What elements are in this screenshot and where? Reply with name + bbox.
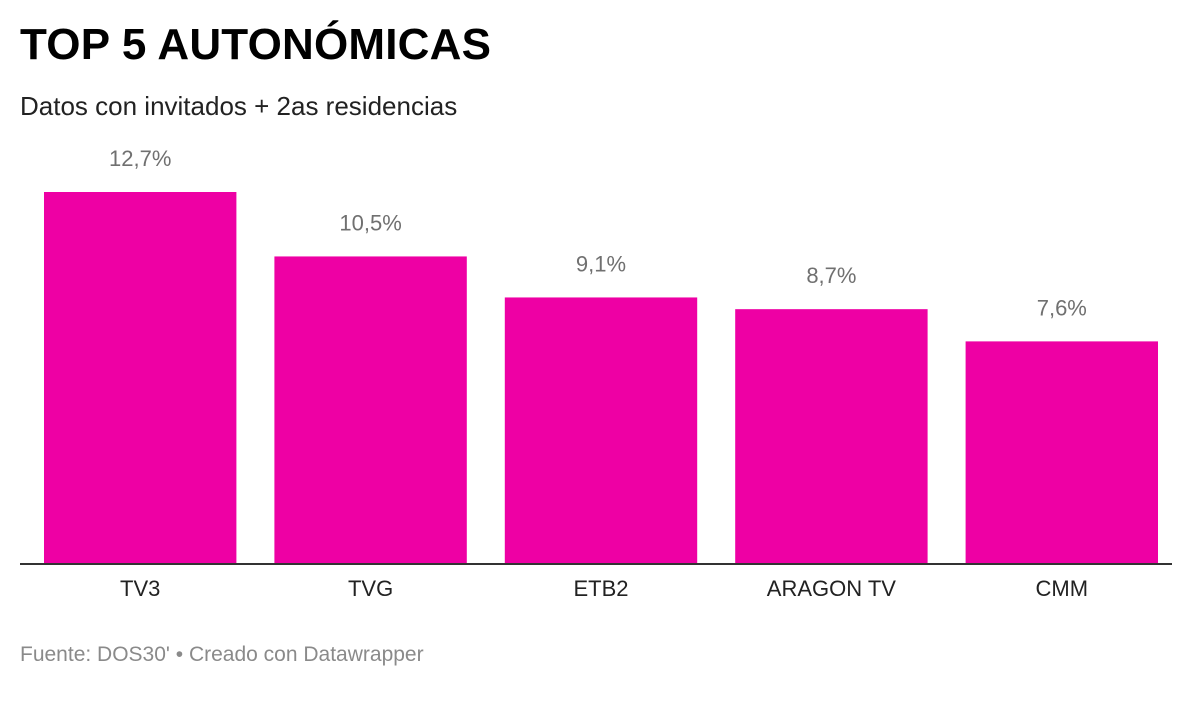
category-label-cmm: CMM <box>1036 576 1089 601</box>
bar-cmm[interactable] <box>965 341 1158 564</box>
chart-title: TOP 5 AUTONÓMICAS <box>20 20 492 69</box>
value-label-etb2: 9,1% <box>576 251 626 276</box>
category-labels-group: TV3 TVG ETB2 ARAGON TV CMM <box>120 576 1088 601</box>
footer: Fuente: DOS30' • Creado con Datawrapper <box>20 642 424 668</box>
category-label-tv3: TV3 <box>120 576 160 601</box>
bar-etb2[interactable] <box>504 297 698 564</box>
category-label-etb2: ETB2 <box>573 576 628 601</box>
value-label-aragon-tv: 8,7% <box>806 263 856 288</box>
bar-tvg[interactable] <box>274 256 467 564</box>
value-label-tvg: 10,5% <box>339 210 401 235</box>
category-label-aragon-tv: ARAGON TV <box>767 576 897 601</box>
chart-subtitle: Datos con invitados + 2as residencias <box>20 91 458 121</box>
source-note: Fuente: DOS30' <box>20 643 170 666</box>
bar-tv3[interactable] <box>44 192 237 564</box>
value-label-cmm: 7,6% <box>1037 295 1087 320</box>
value-label-tv3: 12,7% <box>109 146 171 171</box>
bar-aragon-tv[interactable] <box>735 309 928 564</box>
credit-link[interactable]: Creado con Datawrapper <box>188 643 424 666</box>
category-label-tvg: TVG <box>348 576 393 601</box>
footer-separator: • <box>169 643 189 666</box>
bars-group <box>44 192 1158 564</box>
value-labels-group: 12,7% 10,5% 9,1% 8,7% 7,6% <box>109 146 1087 320</box>
